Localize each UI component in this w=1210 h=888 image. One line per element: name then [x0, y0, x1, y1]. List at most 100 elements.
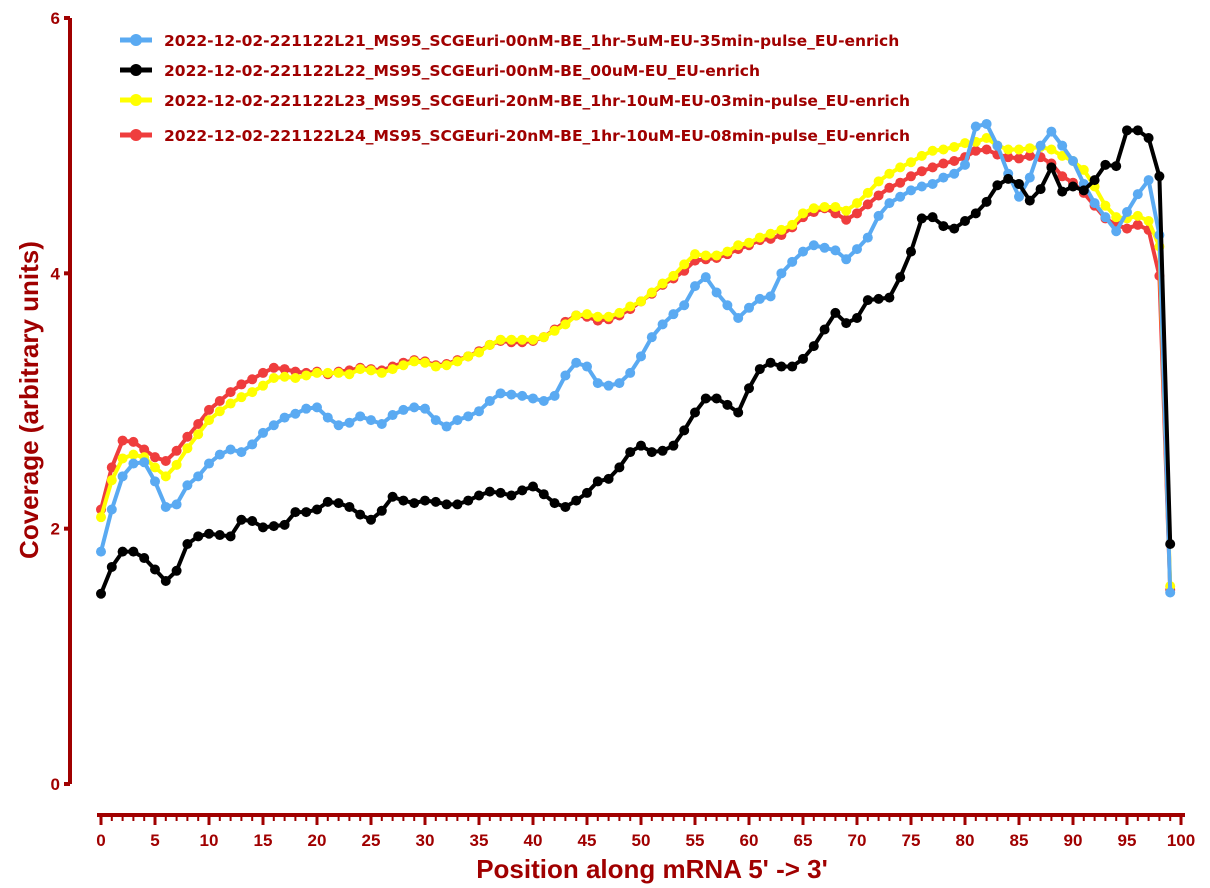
data-point	[1014, 144, 1024, 155]
data-point	[798, 246, 808, 257]
data-point	[981, 196, 992, 207]
data-point	[1046, 126, 1057, 137]
data-point	[160, 501, 171, 512]
y-tick-label: 0	[51, 775, 60, 794]
data-point	[938, 158, 949, 169]
data-point	[117, 471, 128, 482]
data-point	[884, 168, 895, 179]
data-point	[787, 361, 798, 372]
data-point	[182, 538, 193, 549]
data-point	[484, 339, 495, 350]
data-point	[463, 411, 474, 422]
data-point	[420, 403, 430, 414]
data-point	[160, 471, 171, 482]
data-point	[1143, 175, 1154, 186]
data-point	[873, 190, 884, 201]
data-point	[409, 498, 420, 509]
data-point	[214, 406, 225, 417]
data-point	[981, 118, 992, 129]
data-point	[1057, 150, 1068, 161]
data-point	[214, 449, 225, 460]
legend-swatch-marker	[130, 129, 142, 141]
data-point	[160, 576, 171, 587]
data-point	[636, 351, 646, 362]
data-point	[117, 453, 128, 464]
data-point	[301, 507, 312, 518]
data-point	[830, 307, 841, 318]
data-point	[1122, 207, 1132, 218]
data-point	[1003, 173, 1014, 184]
data-point	[225, 444, 236, 455]
data-point	[258, 522, 268, 533]
data-point	[1089, 198, 1100, 209]
data-point	[646, 287, 657, 298]
data-point	[258, 367, 268, 378]
data-point	[517, 334, 528, 345]
data-point	[96, 512, 106, 523]
x-tick-label: 30	[416, 831, 435, 850]
data-point	[722, 300, 733, 311]
data-point	[1111, 212, 1122, 223]
x-tick-label: 70	[848, 831, 867, 850]
data-point	[657, 319, 668, 330]
data-point	[506, 389, 517, 400]
x-tick-label: 50	[632, 831, 651, 850]
data-point	[981, 133, 992, 144]
data-point	[938, 144, 949, 155]
data-point	[657, 278, 668, 289]
data-point	[366, 415, 376, 426]
data-point	[279, 364, 290, 375]
data-point	[873, 293, 884, 304]
data-point	[808, 203, 819, 214]
data-point	[355, 411, 366, 422]
data-point	[1165, 538, 1176, 549]
data-point	[301, 403, 312, 414]
data-point	[938, 221, 949, 232]
data-point	[495, 487, 506, 498]
data-point	[355, 364, 366, 375]
data-point	[862, 232, 873, 243]
data-point	[916, 181, 927, 192]
x-tick-label: 75	[902, 831, 921, 850]
data-point	[225, 531, 236, 542]
data-point	[711, 393, 722, 404]
data-point	[636, 296, 646, 307]
data-point	[808, 341, 819, 352]
data-point	[949, 141, 960, 152]
data-point	[819, 242, 830, 253]
data-point	[884, 198, 895, 209]
x-tick-label: 55	[686, 831, 705, 850]
y-tick-label: 4	[51, 264, 61, 283]
data-point	[441, 360, 452, 371]
data-point	[1132, 219, 1143, 230]
data-point	[193, 471, 204, 482]
x-axis-label: Position along mRNA 5' -> 3'	[476, 854, 828, 884]
data-point	[430, 496, 441, 507]
data-point	[236, 514, 247, 525]
data-point	[830, 201, 841, 212]
data-point	[884, 182, 895, 193]
data-point	[398, 495, 409, 506]
y-axis-label: Coverage (arbitrary units)	[14, 241, 44, 559]
data-point	[603, 473, 614, 484]
data-point	[225, 398, 236, 409]
data-point	[711, 287, 722, 298]
data-point	[463, 351, 474, 362]
data-point	[452, 356, 463, 367]
data-point	[333, 367, 344, 378]
data-point	[538, 396, 549, 406]
data-point	[582, 361, 592, 372]
data-point	[1014, 178, 1024, 189]
data-point	[387, 410, 398, 421]
data-point	[387, 491, 398, 502]
data-point	[560, 501, 571, 512]
data-point	[819, 324, 830, 335]
data-point	[214, 530, 225, 541]
data-point	[992, 180, 1003, 191]
data-point	[1143, 133, 1154, 144]
data-point	[474, 406, 484, 417]
data-point	[754, 293, 765, 304]
data-point	[819, 201, 830, 212]
data-point	[484, 486, 495, 497]
x-axis: 0 5 10 15 20 25 30 35 40 45 50 55 60 65 70 75 80 85 90 95 10…	[96, 813, 1195, 850]
